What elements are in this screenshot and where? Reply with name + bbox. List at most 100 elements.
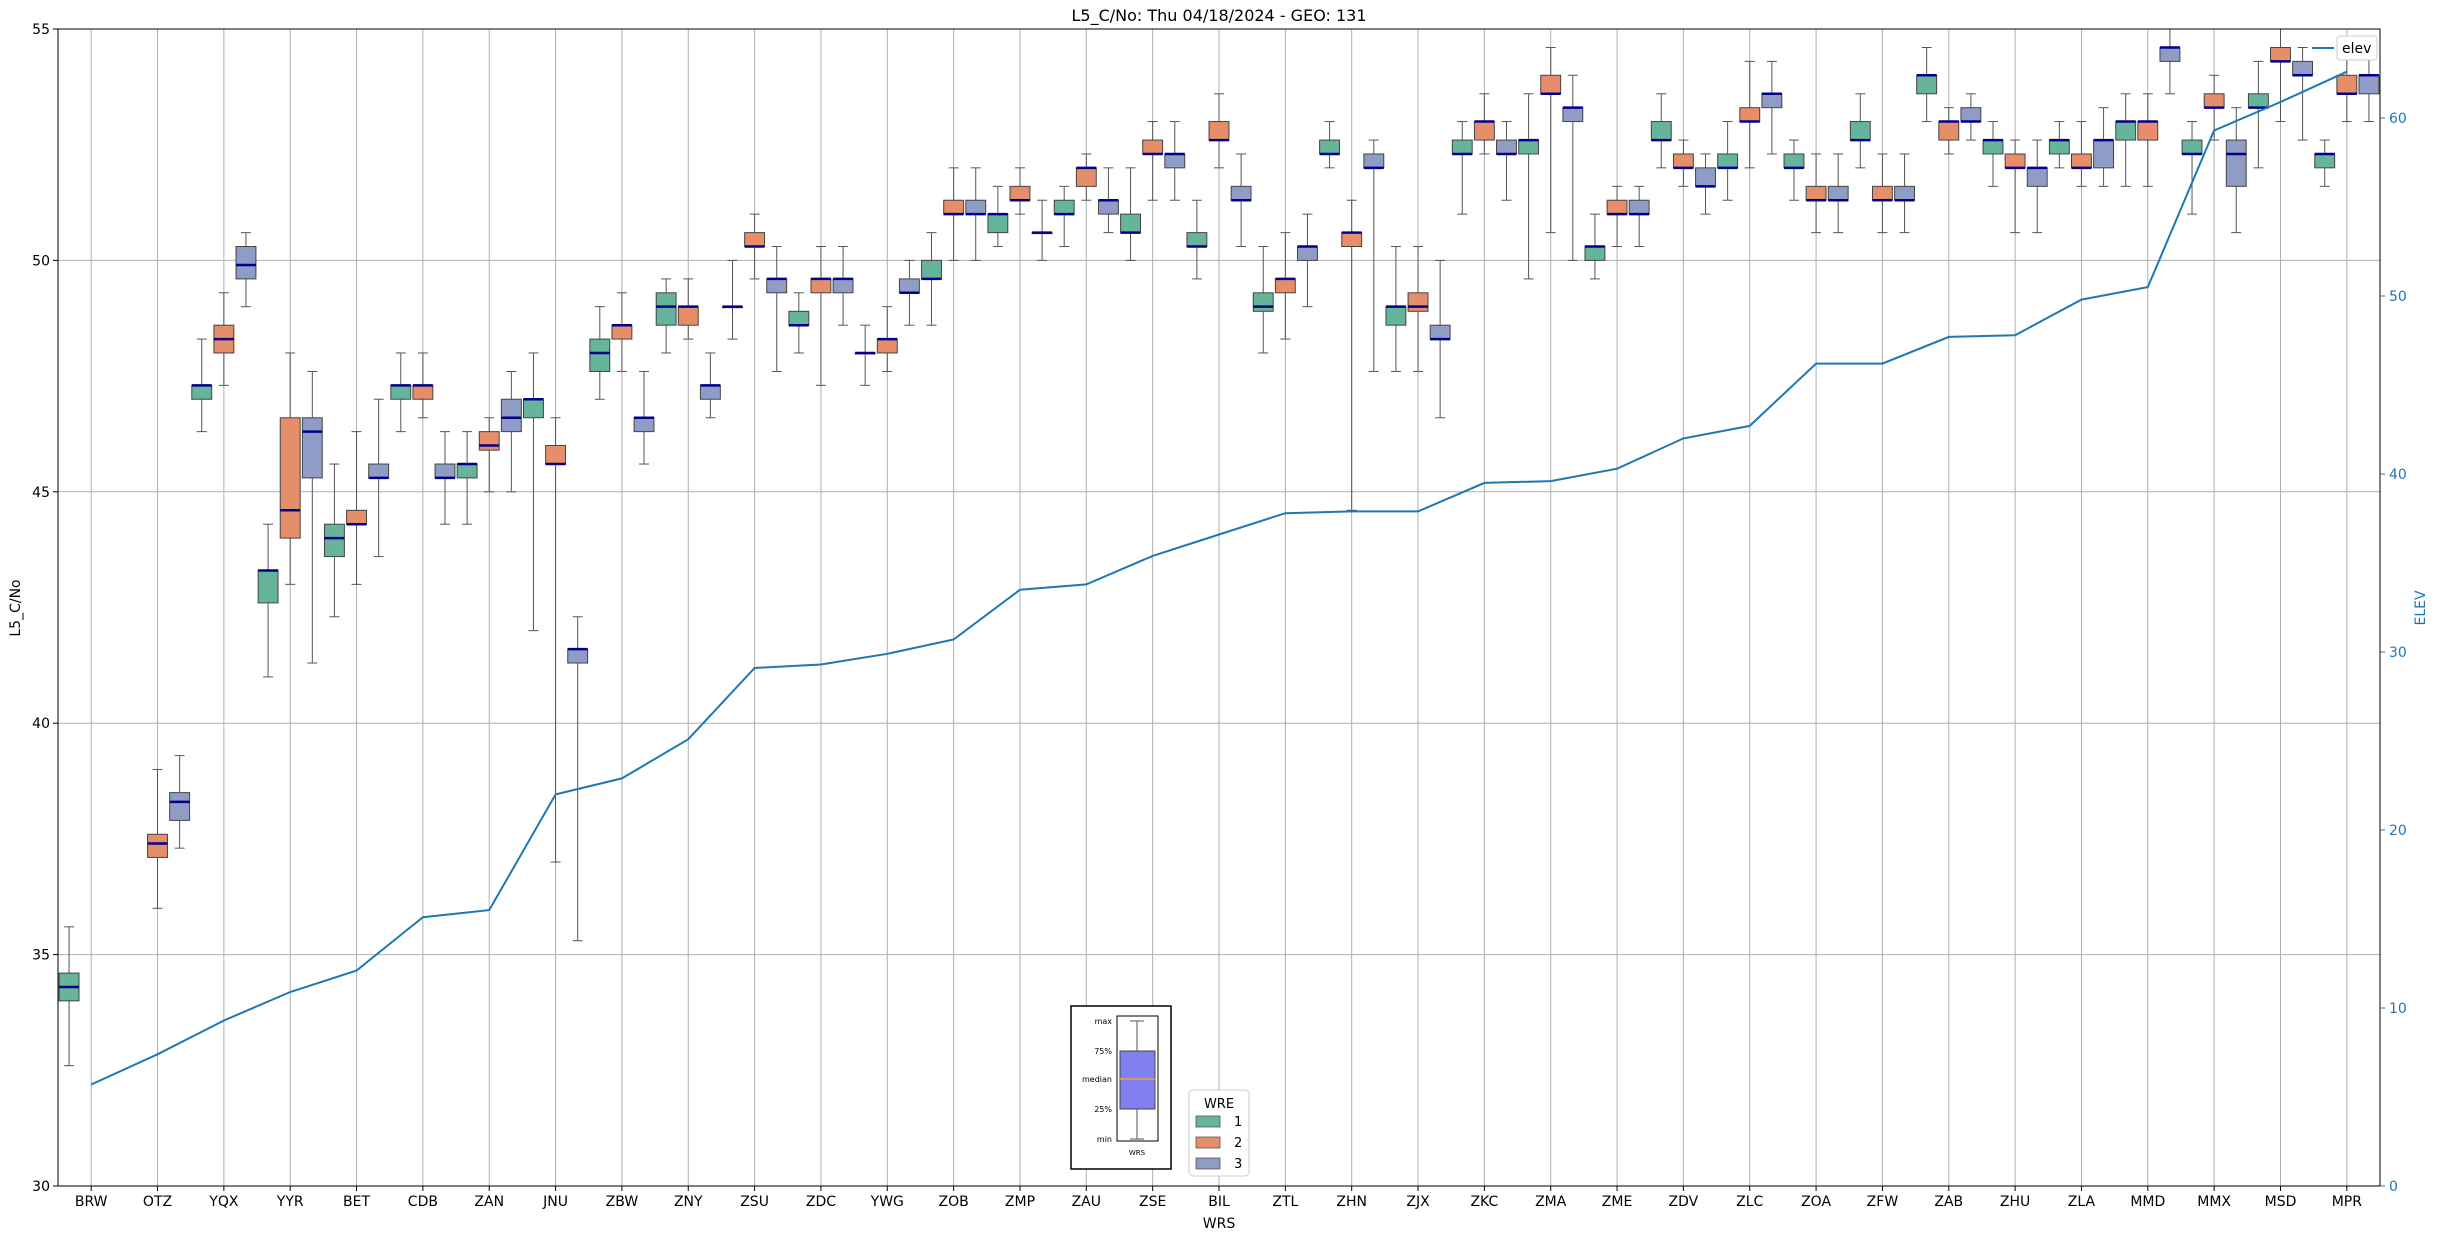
x-tick-label: ZHU [2000, 1194, 2030, 1210]
x-tick-label: ZOA [1801, 1194, 1831, 1210]
wre-legend-swatch-3 [1195, 1157, 1221, 1170]
box [412, 384, 434, 400]
box [1739, 107, 1761, 123]
box [611, 324, 633, 340]
box [2314, 153, 2336, 169]
x-axis-label: WRS [1203, 1216, 1236, 1232]
key-caption: WRS [1129, 1149, 1146, 1157]
box [2093, 139, 2115, 169]
box [1208, 121, 1230, 141]
x-tick-label: BIL [1208, 1194, 1230, 1210]
box [1717, 153, 1739, 169]
box [1783, 153, 1805, 169]
wre-legend-title: WRE [1204, 1097, 1234, 1112]
box [1916, 74, 1938, 95]
x-tick-label: YWG [870, 1194, 904, 1210]
x-tick-label: ZBW [606, 1194, 639, 1210]
box [2247, 93, 2269, 109]
y2-tick-label: 30 [2389, 645, 2407, 661]
y-tick-label: 30 [32, 1179, 50, 1195]
box [655, 292, 677, 326]
y2-tick-label: 40 [2389, 467, 2407, 483]
y2-tick-label: 50 [2389, 289, 2407, 305]
box [257, 569, 279, 604]
y2-tick-label: 20 [2389, 823, 2407, 839]
x-tick-label: ZDV [1669, 1194, 1699, 1210]
x-tick-label: MMD [2130, 1194, 2165, 1210]
box [1827, 185, 1849, 201]
box [368, 463, 390, 479]
box [965, 199, 987, 215]
box [1164, 153, 1186, 169]
box [921, 259, 942, 280]
box [677, 306, 699, 326]
box [744, 232, 766, 248]
box [346, 509, 367, 525]
y2-tick-label: 60 [2389, 111, 2407, 127]
box [788, 310, 810, 326]
box [478, 431, 500, 451]
y2-tick-label: 0 [2389, 1179, 2398, 1195]
y-tick-label: 40 [32, 716, 50, 732]
x-tick-label: ZDC [806, 1194, 836, 1210]
box [1871, 185, 1893, 201]
x-tick-label: ZJX [1406, 1194, 1430, 1210]
box [1230, 185, 1252, 201]
grid-lines [58, 28, 2380, 1187]
box [1274, 278, 1296, 294]
x-tick-label: ZSE [1139, 1194, 1166, 1210]
box [147, 833, 168, 858]
box [1584, 246, 1606, 261]
box [1606, 199, 1628, 215]
x-tick-label: ZAN [474, 1194, 504, 1210]
box [567, 648, 589, 664]
box [1120, 213, 1141, 234]
box [943, 199, 965, 215]
box [1805, 185, 1827, 201]
box [523, 398, 544, 419]
elev-legend-label: elev [2342, 41, 2371, 57]
x-tick-label: ZAU [1072, 1194, 1101, 1210]
wre-legend-label-2: 2 [1234, 1136, 1242, 1151]
y-tick-label: 50 [32, 253, 50, 269]
box [1385, 306, 1407, 326]
x-tick-label: BRW [75, 1194, 108, 1210]
box [2336, 74, 2358, 95]
box [589, 338, 611, 372]
box [2115, 121, 2137, 141]
box [1341, 232, 1363, 248]
box [766, 278, 788, 294]
box [1650, 121, 1672, 141]
box [2071, 153, 2092, 169]
y-tick-label: 45 [32, 485, 50, 501]
box [1142, 139, 1164, 155]
x-tick-label: YYR [276, 1194, 304, 1210]
box [1938, 121, 1960, 141]
box [1186, 232, 1208, 248]
wre-legend-swatch-1 [1195, 1115, 1221, 1128]
box [1009, 185, 1031, 201]
box [1473, 121, 1495, 141]
box [1540, 74, 1562, 95]
box [1761, 93, 1783, 109]
x-tick-label: ZKC [1470, 1194, 1498, 1210]
y-axis-label: L5_C/No [8, 579, 24, 636]
y-axis-right: 0 10 20 30 40 50 60 [2380, 111, 2407, 1195]
box [2159, 47, 2181, 62]
x-tick-label: JNU [542, 1194, 568, 1210]
x-tick-label: ZFW [1867, 1194, 1899, 1210]
box [1319, 139, 1341, 155]
boxplot-key: max 75% median 25% min WRS [1070, 1005, 1172, 1170]
box [390, 384, 412, 400]
box [1097, 199, 1119, 215]
wre-legend-label-3: 3 [1234, 1157, 1242, 1172]
box [434, 463, 456, 479]
box [2004, 153, 2026, 169]
y-tick-label: 35 [32, 948, 50, 964]
box [323, 523, 345, 558]
key-label-max: max [1095, 1017, 1113, 1026]
box [301, 417, 323, 479]
box [1451, 139, 1473, 155]
box [545, 445, 567, 465]
box [1429, 324, 1451, 340]
